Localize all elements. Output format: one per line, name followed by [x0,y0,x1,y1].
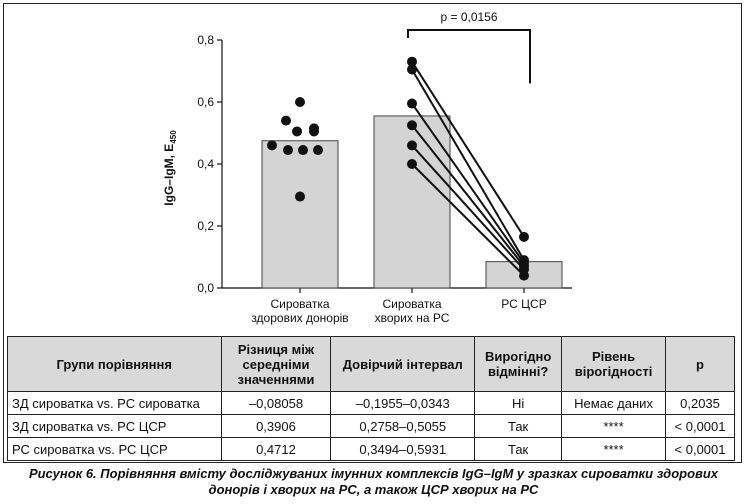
table-header-row: Групи порівняння Різниця між середніми з… [7,336,735,392]
data-point [407,98,417,109]
x-tick-label: хворих на РС [375,311,450,325]
paired-line [411,163,525,277]
bars [261,115,563,289]
data-point [298,145,308,156]
data-point [292,126,302,137]
cell-p: < 0,0001 [665,414,735,438]
data-point [295,191,305,202]
cell-mean-diff: –0,08058 [220,391,332,415]
paired-line [411,68,525,261]
paired-line [411,124,525,267]
x-tick-label: Сироватка [382,297,441,311]
header-significant: Вирогідно відмінні? [474,336,563,392]
table-row: ЗД сироватка vs. РС сироватка –0,08058 –… [7,391,735,415]
header-groups: Групи порівняння [7,336,222,392]
data-point [283,145,293,156]
y-tick-label: 0,2 [197,219,214,233]
cell-ci: 0,3494–0,5931 [330,437,476,461]
data-point [519,270,529,281]
cell-significance-level: **** [561,437,667,461]
data-point [407,64,417,75]
figure-caption: Рисунок 6. Порівняння вмісту досліджуван… [0,466,747,498]
x-tick-label: РС ЦСР [501,297,546,311]
cell-significant: Ні [474,391,563,415]
x-tick-label: Сироватка [270,297,329,311]
cell-significance-level: Немає даних [561,391,667,415]
significance-label: p = 0,0156 [440,10,497,24]
data-point [295,97,305,107]
significance-bracket: p = 0,0156 [407,10,531,84]
cell-significance-level: **** [561,414,667,438]
cell-mean-diff: 0,4712 [220,437,332,461]
data-point [407,56,417,67]
cell-significant: Так [474,414,563,438]
data-point [407,159,417,169]
data-point [407,140,417,151]
cell-p: 0,2035 [665,391,735,415]
cell-mean-diff: 0,3906 [220,414,332,438]
comparison-table: Групи порівняння Різниця між середніми з… [7,336,735,461]
table-row: ЗД сироватка vs. РС ЦСР 0,3906 0,2758–0,… [7,414,735,438]
data-point [313,145,323,156]
header-p: p [665,336,735,392]
cell-groups: ЗД сироватка vs. РС сироватка [7,391,222,415]
data-point [309,126,319,137]
y-axis-label-main: IgG–IgM, E [162,144,176,206]
header-significance-level: Рівень вірогідності [561,336,667,392]
paired-line [411,61,525,238]
cell-ci: –0,1955–0,0343 [330,391,476,415]
y-tick-label: 0,6 [197,95,214,109]
x-tick-label: здорових донорів [251,311,348,325]
cell-ci: 0,2758–0,5055 [330,414,476,438]
data-point [407,120,417,131]
data-point [281,115,291,126]
cell-groups: ЗД сироватка vs. РС ЦСР [7,414,222,438]
data-point [267,140,277,151]
cell-significant: Так [474,437,563,461]
header-ci: Довірчий інтервал [330,336,476,392]
caption-line-2: донорів і хворих на РС, а також ЦСР хвор… [208,482,539,497]
y-axis-label: IgG–IgM, E450 [162,130,178,206]
y-tick-label: 0,4 [197,157,214,171]
y-axis-label-sub: 450 [169,130,178,144]
paired-lines [411,61,525,277]
paired-line [411,144,525,271]
y-tick-label: 0,0 [197,281,214,295]
caption-line-1: Рисунок 6. Порівняння вмісту досліджуван… [28,466,719,481]
figure-frame [3,3,742,463]
cell-groups: РС сироватка vs. РС ЦСР [7,437,222,461]
y-tick-label: 0,8 [197,33,214,47]
data-points [267,56,529,281]
significance-line [407,29,531,84]
y-ticks: 0,0 0,2 0,4 0,6 0,8 [197,33,525,295]
table-row: РС сироватка vs. РС ЦСР 0,4712 0,3494–0,… [7,437,735,461]
data-point [519,231,529,242]
cell-p: < 0,0001 [665,437,735,461]
paired-line [411,102,525,264]
bar [261,140,339,289]
header-mean-diff: Різниця між середніми значеннями [220,336,332,392]
